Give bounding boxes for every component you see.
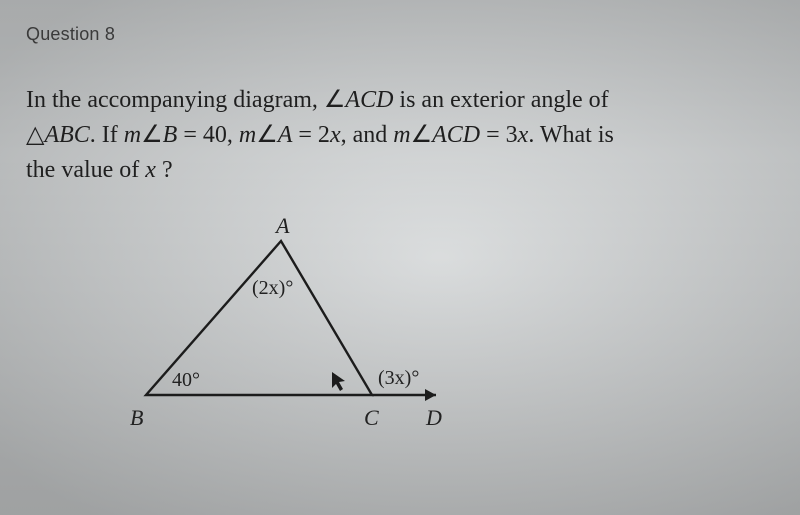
triangle-diagram: A B C D 40° (2x)° (3x)° — [136, 217, 516, 437]
vertex-label-b: B — [130, 405, 143, 431]
angle-label-acd: (3x)° — [378, 367, 419, 390]
angle-symbol: ∠ — [141, 121, 163, 148]
text: the value of — [26, 157, 145, 183]
text: m — [124, 122, 141, 148]
text: ABC — [44, 122, 89, 148]
text: ? — [156, 157, 173, 183]
text: x — [330, 122, 341, 148]
text: is an exterior angle of — [393, 87, 608, 113]
text: In the accompanying diagram, — [26, 87, 324, 113]
vertex-label-a: A — [276, 213, 289, 239]
angle-symbol: ∠ — [256, 121, 278, 148]
angle-symbol: ∠ — [411, 121, 433, 148]
text: B — [163, 122, 178, 148]
text: = 2 — [292, 122, 330, 148]
text: . What is — [528, 122, 614, 148]
text: x — [145, 157, 156, 183]
text: = 40, — [177, 122, 239, 148]
arrowhead-icon — [425, 389, 436, 401]
text: ACD — [345, 87, 393, 113]
text: m — [239, 122, 256, 148]
angle-symbol: ∠ — [324, 86, 346, 113]
worksheet-page: Question 8 In the accompanying diagram, … — [0, 0, 800, 437]
text: △ — [26, 122, 44, 148]
vertex-label-c: C — [364, 405, 379, 431]
text: , and — [341, 122, 394, 148]
text: A — [278, 122, 293, 148]
text: x — [518, 122, 529, 148]
text: = 3 — [480, 122, 518, 148]
text: ACD — [432, 122, 480, 148]
vertex-label-d: D — [426, 405, 442, 431]
cursor-icon — [332, 372, 345, 391]
question-number: Question 8 — [26, 24, 770, 45]
text: . If — [90, 122, 124, 148]
question-text: In the accompanying diagram, ∠ACD is an … — [26, 83, 746, 187]
angle-label-b: 40° — [172, 369, 200, 392]
text: m — [393, 122, 410, 148]
diagram-svg — [136, 217, 516, 437]
angle-label-a: (2x)° — [252, 277, 293, 300]
